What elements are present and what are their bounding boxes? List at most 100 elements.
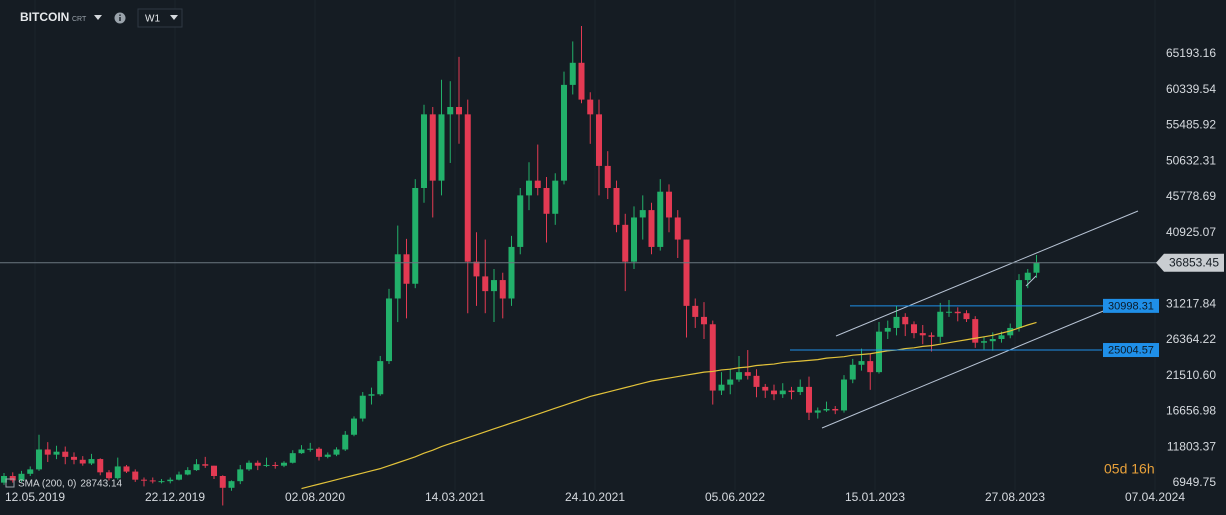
- candle-body: [359, 395, 366, 419]
- candle-body: [692, 305, 699, 317]
- candle-body: [526, 180, 532, 196]
- candle-body: [9, 476, 16, 481]
- symbol-dropdown[interactable]: [94, 15, 102, 20]
- candle-body: [569, 62, 576, 85]
- candle-body: [377, 361, 384, 395]
- timeframe: W1: [145, 14, 160, 25]
- candle-body: [788, 390, 795, 393]
- candle-body: [858, 361, 865, 365]
- candle-body: [473, 261, 480, 277]
- candle-body: [972, 319, 979, 343]
- x-tick-label: 27.08.2023: [985, 490, 1045, 504]
- candle-body: [429, 114, 436, 181]
- candle-body: [648, 210, 655, 247]
- grid: [34, 0, 1156, 490]
- candle-body: [71, 456, 77, 460]
- candle-body: [893, 316, 900, 328]
- candle-body: [814, 410, 821, 413]
- candle-body: [543, 188, 550, 214]
- candle-body: [989, 339, 996, 342]
- candle-body: [709, 324, 716, 391]
- candle-body: [79, 459, 86, 464]
- timeframe-select[interactable]: [137, 8, 183, 28]
- symbol: BITCOIN: [20, 10, 69, 24]
- level-label: 30998.31: [1108, 300, 1154, 312]
- candle-body: [508, 246, 515, 299]
- candle-body: [823, 408, 830, 411]
- candle-body: [998, 335, 1005, 340]
- candle-body: [736, 372, 742, 380]
- candle-body: [762, 386, 769, 391]
- candle-body: [36, 449, 42, 470]
- y-tick-label: 50632.31: [1166, 153, 1216, 167]
- candle-body: [517, 195, 524, 247]
- candle-body: [981, 341, 987, 343]
- candle-body: [884, 327, 891, 332]
- candle-body: [342, 434, 349, 450]
- candle-body: [202, 464, 209, 466]
- candle-body: [333, 449, 340, 455]
- candle-body: [587, 99, 594, 115]
- candle-body: [351, 418, 357, 435]
- level-label-bg: [1103, 298, 1159, 313]
- candle-body: [141, 479, 147, 481]
- indicator-legend: SMA (200, 0) 28743.14: [5, 478, 123, 490]
- candle-body: [806, 386, 812, 413]
- sma-line: [301, 321, 1037, 490]
- candle-body: [622, 224, 629, 262]
- candle-body: [491, 280, 497, 292]
- candle-body: [298, 449, 305, 454]
- candle-body: [456, 106, 462, 115]
- candle-body: [919, 333, 926, 336]
- info-icon-bar: [119, 17, 121, 21]
- candle-body: [97, 459, 104, 473]
- candle-body: [613, 188, 620, 225]
- header: BITCOIN CRT W1: [20, 8, 183, 28]
- candle-body: [578, 62, 585, 100]
- candle-body: [44, 449, 51, 455]
- candle-body: [779, 390, 786, 395]
- y-tick-label: 16656.98: [1166, 404, 1216, 418]
- indicator-name: SMA (200, 0): [18, 479, 76, 490]
- y-tick-label: 45778.69: [1166, 189, 1216, 203]
- candle-body: [412, 188, 419, 284]
- candle-body: [666, 191, 672, 218]
- y-tick-label: 31217.84: [1166, 296, 1216, 310]
- candle-body: [1024, 272, 1031, 281]
- candle-body: [228, 481, 235, 488]
- candle-body: [639, 210, 646, 218]
- y-tick-label: 21510.60: [1166, 368, 1216, 382]
- price-label: 36853.45: [1169, 255, 1219, 269]
- candle-body: [254, 462, 261, 466]
- candle-body: [219, 476, 226, 488]
- candle-body: [263, 464, 270, 466]
- candle-body: [281, 462, 287, 466]
- candle-body: [631, 217, 637, 262]
- candle-body: [902, 316, 909, 325]
- x-tick-label: 05.06.2022: [705, 490, 765, 504]
- candle-body: [771, 390, 777, 395]
- timeframe-dropdown: [170, 15, 178, 20]
- candle-body: [167, 479, 174, 482]
- candle-body: [421, 114, 427, 189]
- candle-body: [246, 462, 252, 470]
- y-tick-label: 40925.07: [1166, 225, 1216, 239]
- y-tick-label: 26364.22: [1166, 332, 1216, 346]
- candle-body: [534, 180, 541, 189]
- candle-body: [307, 448, 314, 450]
- candle-body: [911, 324, 917, 334]
- channel-lower: [821, 301, 1126, 429]
- candle-body: [596, 114, 602, 166]
- candle-body: [937, 311, 944, 337]
- overlay: [0, 210, 1160, 429]
- candle-body: [1016, 280, 1022, 328]
- channel-mid: [1025, 275, 1037, 287]
- candle-body: [561, 84, 567, 181]
- candle-body: [674, 217, 681, 240]
- candle-body: [701, 316, 707, 325]
- candle-body: [211, 465, 217, 477]
- candle-body: [114, 466, 121, 479]
- indicator-value: 28743.14: [80, 479, 122, 490]
- x-tick-label: 15.01.2023: [845, 490, 905, 504]
- y-tick-label: 6949.75: [1173, 475, 1217, 489]
